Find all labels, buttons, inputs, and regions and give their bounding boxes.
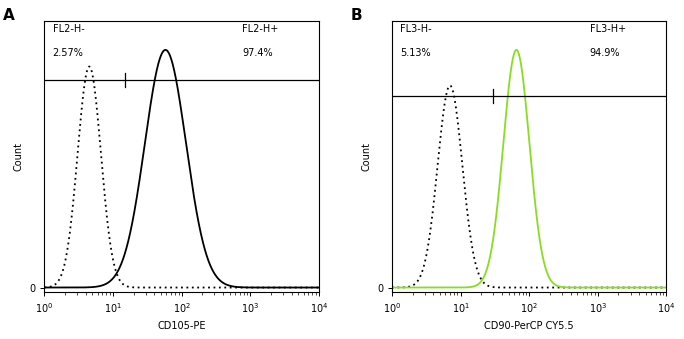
X-axis label: CD90-PerCP CY5.5: CD90-PerCP CY5.5 — [484, 321, 574, 331]
Text: FL3-H-: FL3-H- — [400, 24, 432, 34]
Text: 97.4%: 97.4% — [242, 48, 273, 58]
Text: A: A — [3, 8, 15, 23]
Y-axis label: Count: Count — [14, 142, 24, 171]
X-axis label: CD105-PE: CD105-PE — [157, 321, 206, 331]
Text: 5.13%: 5.13% — [400, 48, 431, 58]
Text: 94.9%: 94.9% — [590, 48, 620, 58]
Text: FL2-H-: FL2-H- — [53, 24, 84, 34]
Text: 2.57%: 2.57% — [53, 48, 83, 58]
Text: FL2-H+: FL2-H+ — [242, 24, 278, 34]
Y-axis label: Count: Count — [361, 142, 371, 171]
Text: B: B — [351, 8, 363, 23]
Text: FL3-H+: FL3-H+ — [590, 24, 626, 34]
